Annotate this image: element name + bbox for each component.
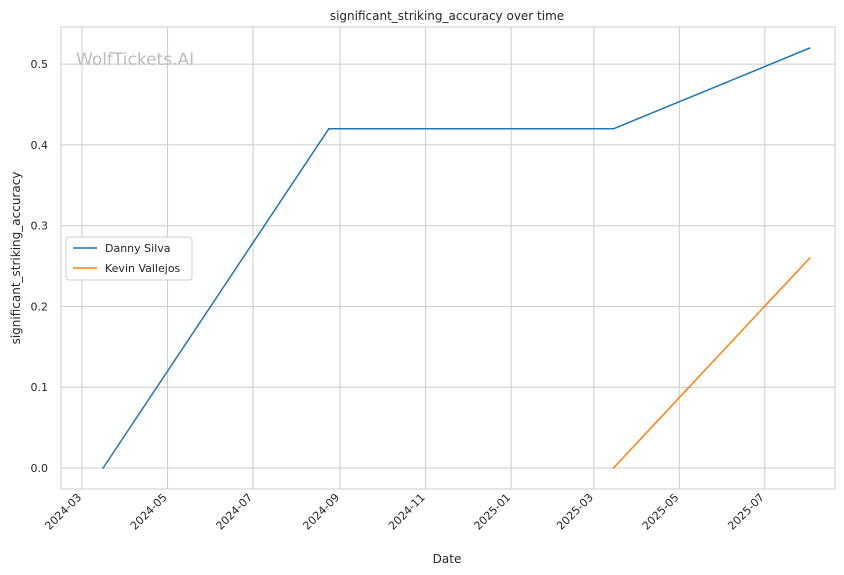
- y-tick-label: 0.0: [31, 462, 49, 475]
- y-tick-label: 0.4: [31, 139, 49, 152]
- series-lines: [102, 47, 811, 469]
- chart-title: significant_striking_accuracy over time: [330, 9, 564, 23]
- y-axis-label: significant_striking_accuracy: [9, 172, 23, 345]
- x-tick-label: 2025-07: [725, 491, 767, 533]
- series-line-1: [612, 257, 811, 469]
- legend-label: Kevin Vallejos: [105, 262, 181, 275]
- data-point: [612, 467, 615, 469]
- x-tick-label: 2025-01: [472, 491, 514, 533]
- data-point: [808, 257, 811, 259]
- y-tick-label: 0.3: [31, 220, 49, 233]
- data-point: [328, 127, 330, 130]
- x-tick-label: 2024-07: [214, 491, 256, 533]
- plot-frame: [60, 26, 836, 490]
- legend-label: Danny Silva: [105, 242, 171, 255]
- x-axis-label: Date: [433, 552, 462, 566]
- watermark: WolfTickets.AI: [76, 50, 194, 70]
- x-ticks: 2024-03 2024-05 2024-07 2024-09 2024-11 2025-…: [42, 491, 767, 533]
- legend: Danny Silva Kevin Vallejos: [65, 236, 193, 281]
- x-tick-label: 2024-11: [386, 491, 428, 533]
- series-line-0: [102, 47, 811, 469]
- x-tick-label: 2025-03: [554, 491, 596, 533]
- x-tick-label: 2024-03: [42, 491, 84, 533]
- x-tick-label: 2024-05: [128, 491, 170, 533]
- x-tick-label: 2024-09: [300, 491, 342, 533]
- y-ticks: 0.0 0.1 0.2 0.3 0.4 0.5: [31, 58, 49, 475]
- y-tick-label: 0.2: [31, 300, 49, 313]
- data-point: [612, 127, 615, 130]
- data-point: [102, 467, 104, 469]
- grid: [61, 27, 835, 489]
- y-tick-label: 0.1: [31, 381, 49, 394]
- x-tick-label: 2025-05: [640, 491, 682, 533]
- y-tick-label: 0.5: [31, 58, 49, 71]
- legend-box: [65, 236, 193, 281]
- data-point: [808, 47, 811, 49]
